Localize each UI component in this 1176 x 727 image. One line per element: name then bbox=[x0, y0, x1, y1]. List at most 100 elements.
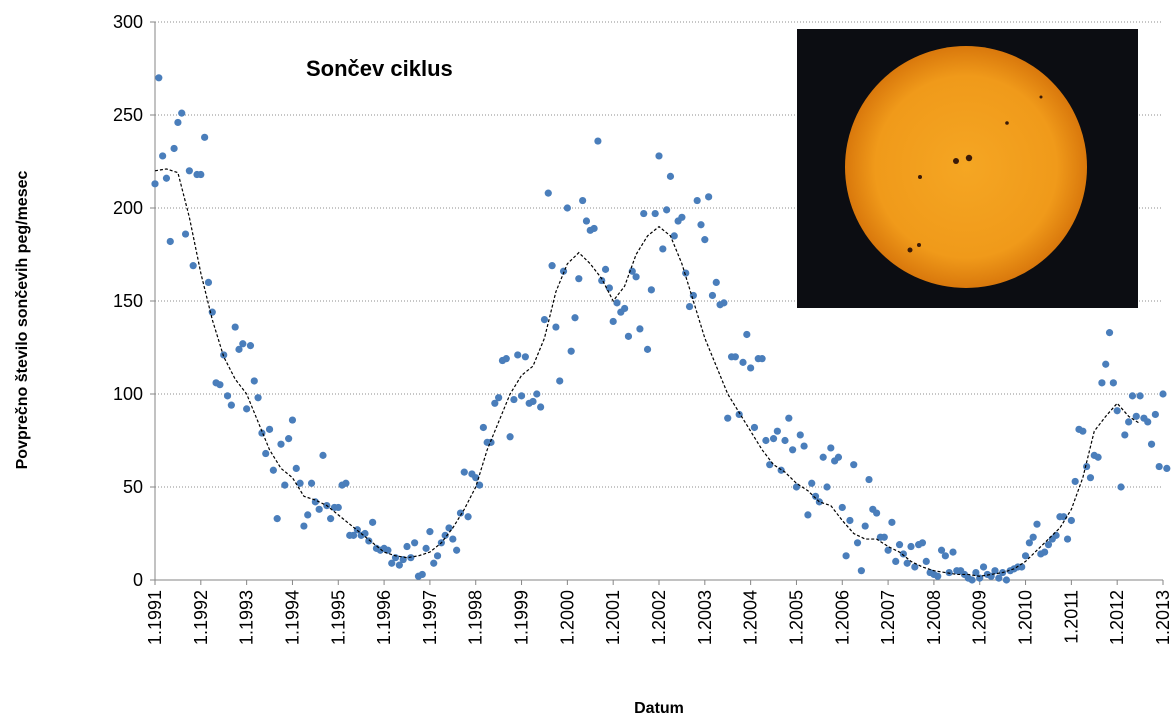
data-point bbox=[896, 541, 903, 548]
data-point bbox=[686, 303, 693, 310]
data-point bbox=[900, 550, 907, 557]
data-point bbox=[190, 262, 197, 269]
x-tick-label: 1.1996 bbox=[374, 590, 394, 645]
x-tick-label: 1.2009 bbox=[970, 590, 990, 645]
data-point bbox=[800, 442, 807, 449]
data-point bbox=[724, 415, 731, 422]
data-point bbox=[174, 119, 181, 126]
data-point bbox=[610, 318, 617, 325]
x-tick-label: 1.2001 bbox=[603, 590, 623, 645]
x-tick-label: 1.1994 bbox=[282, 590, 302, 645]
data-point bbox=[182, 230, 189, 237]
data-point bbox=[1098, 379, 1105, 386]
data-point bbox=[1106, 329, 1113, 336]
data-point bbox=[304, 511, 311, 518]
data-point bbox=[1129, 392, 1136, 399]
data-point bbox=[816, 498, 823, 505]
x-tick-label: 1.2002 bbox=[649, 590, 669, 645]
data-point bbox=[1102, 361, 1109, 368]
data-point bbox=[293, 465, 300, 472]
y-tick-label: 150 bbox=[113, 291, 143, 311]
y-tick-label: 300 bbox=[113, 12, 143, 32]
data-point bbox=[808, 480, 815, 487]
data-point bbox=[186, 167, 193, 174]
data-point bbox=[1083, 463, 1090, 470]
data-point bbox=[785, 415, 792, 422]
data-point bbox=[694, 197, 701, 204]
data-point bbox=[671, 232, 678, 239]
data-point bbox=[873, 509, 880, 516]
data-point bbox=[770, 435, 777, 442]
data-point bbox=[239, 340, 246, 347]
data-point bbox=[1033, 521, 1040, 528]
data-point bbox=[1133, 413, 1140, 420]
data-point bbox=[1159, 390, 1166, 397]
data-point bbox=[247, 342, 254, 349]
data-point bbox=[946, 569, 953, 576]
x-tick-label: 1.2007 bbox=[878, 590, 898, 645]
data-point bbox=[243, 405, 250, 412]
data-point bbox=[506, 433, 513, 440]
data-point bbox=[625, 333, 632, 340]
data-point bbox=[827, 444, 834, 451]
sun-photo bbox=[797, 29, 1138, 308]
data-point bbox=[503, 355, 510, 362]
x-tick-label: 1.1991 bbox=[145, 590, 165, 645]
y-tick-label: 50 bbox=[123, 477, 143, 497]
data-point bbox=[621, 305, 628, 312]
data-point bbox=[934, 573, 941, 580]
data-point bbox=[430, 560, 437, 567]
data-point bbox=[308, 480, 315, 487]
data-point bbox=[495, 394, 502, 401]
data-point bbox=[571, 314, 578, 321]
data-point bbox=[820, 454, 827, 461]
x-tick-label: 1.1998 bbox=[466, 590, 486, 645]
data-point bbox=[464, 513, 471, 520]
y-axis-title: Povprečno število sončevih peg/mesec bbox=[14, 171, 31, 470]
data-point bbox=[1156, 463, 1163, 470]
data-point bbox=[758, 355, 765, 362]
data-point bbox=[1163, 465, 1170, 472]
data-point bbox=[155, 74, 162, 81]
data-point bbox=[251, 377, 258, 384]
data-point bbox=[862, 522, 869, 529]
data-point bbox=[342, 480, 349, 487]
data-point bbox=[747, 364, 754, 371]
data-point bbox=[846, 517, 853, 524]
data-point bbox=[644, 346, 651, 353]
data-point bbox=[228, 402, 235, 409]
data-point bbox=[713, 279, 720, 286]
y-tick-label: 100 bbox=[113, 384, 143, 404]
data-point bbox=[403, 543, 410, 550]
data-point bbox=[648, 286, 655, 293]
data-point bbox=[296, 480, 303, 487]
data-point bbox=[518, 392, 525, 399]
data-point bbox=[159, 152, 166, 159]
data-point bbox=[980, 563, 987, 570]
data-point bbox=[1041, 549, 1048, 556]
data-point bbox=[1136, 392, 1143, 399]
chart: 0501001502002503001.19911.19921.19931.19… bbox=[0, 0, 1176, 722]
data-point bbox=[663, 206, 670, 213]
data-point bbox=[1068, 517, 1075, 524]
data-point bbox=[533, 390, 540, 397]
data-point bbox=[254, 394, 261, 401]
data-point bbox=[854, 539, 861, 546]
data-point bbox=[316, 506, 323, 513]
data-point bbox=[209, 309, 216, 316]
data-point bbox=[743, 331, 750, 338]
data-point bbox=[1079, 428, 1086, 435]
data-point bbox=[224, 392, 231, 399]
data-point bbox=[369, 519, 376, 526]
x-tick-label: 1.1993 bbox=[237, 590, 257, 645]
data-point bbox=[907, 543, 914, 550]
data-point bbox=[850, 461, 857, 468]
y-tick-label: 200 bbox=[113, 198, 143, 218]
data-point bbox=[590, 225, 597, 232]
data-point bbox=[1094, 454, 1101, 461]
data-point bbox=[697, 221, 704, 228]
data-point bbox=[262, 450, 269, 457]
data-point bbox=[602, 266, 609, 273]
data-point bbox=[911, 563, 918, 570]
x-tick-label: 1.2010 bbox=[1016, 590, 1036, 645]
